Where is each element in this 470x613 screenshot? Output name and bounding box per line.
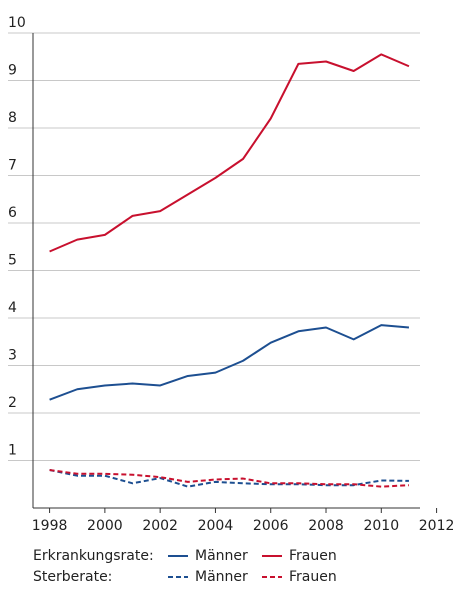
y-tick-label: 7 xyxy=(8,158,17,174)
x-tick-label: 2010 xyxy=(363,518,399,534)
y-tick-label: 6 xyxy=(8,205,17,221)
x-tick-label: 2004 xyxy=(198,518,234,534)
legend-label: Männer xyxy=(195,569,248,585)
x-tick-label: 2002 xyxy=(142,518,178,534)
x-tick-label: 1998 xyxy=(32,518,68,534)
y-tick-label: 4 xyxy=(8,300,17,316)
legend-group-label: Erkrankungsrate: xyxy=(33,548,154,564)
y-tick-label: 2 xyxy=(8,395,17,411)
y-tick-label: 10 xyxy=(8,15,26,31)
legend-label: Frauen xyxy=(289,548,337,564)
y-tick-label: 9 xyxy=(8,63,17,79)
x-tick-label: 2006 xyxy=(253,518,289,534)
line xyxy=(49,324,410,401)
y-tick-label: 5 xyxy=(8,253,17,269)
x-tick-label: 2012 xyxy=(419,518,455,534)
legend-group-label: Sterberate: xyxy=(33,569,112,585)
x-tick-label: 2000 xyxy=(87,518,123,534)
legend-label: Frauen xyxy=(289,569,337,585)
line xyxy=(49,53,410,253)
y-tick-label: 1 xyxy=(8,443,17,459)
y-tick-label: 8 xyxy=(8,110,17,126)
y-tick-label: 3 xyxy=(8,348,17,364)
line xyxy=(49,469,409,488)
line xyxy=(49,469,409,488)
x-tick-label: 2008 xyxy=(308,518,344,534)
legend-label: Männer xyxy=(195,548,248,564)
